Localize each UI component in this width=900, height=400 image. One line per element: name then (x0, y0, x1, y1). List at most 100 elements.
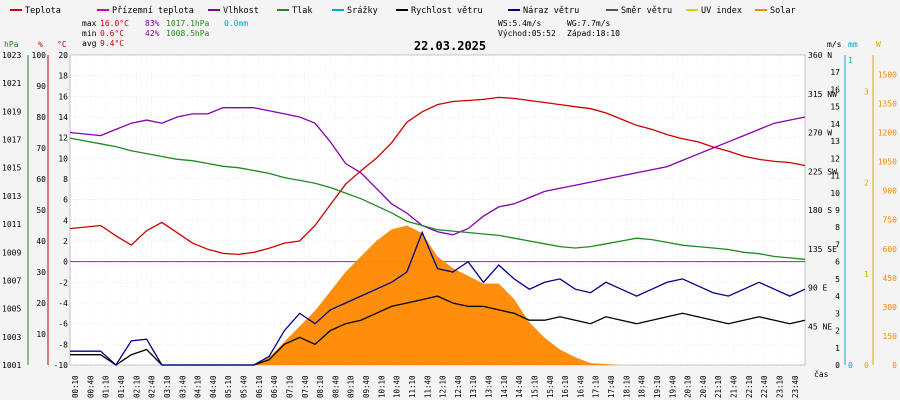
axis-tick-w: 900 (883, 187, 898, 196)
x-axis-label: čas (814, 369, 829, 379)
axis-tick-time: 20:40 (699, 375, 708, 398)
axis-tick-time: 17:10 (592, 375, 601, 398)
axis-tick-time: 04:10 (194, 375, 203, 398)
axis-tick-hpa: 1001 (2, 361, 21, 370)
axis-tick-ms: 1 (835, 344, 840, 353)
axis-tick-pct: 20 (36, 299, 46, 308)
axis-tick-w: 1200 (878, 129, 897, 138)
axis-tick-mm: 1 (848, 56, 853, 65)
axis-tick-ms: 0 (835, 361, 840, 370)
axis-tick-ms: 9 (835, 206, 840, 215)
axis-tick-time: 13:40 (485, 375, 494, 398)
axis-tick-time: 22:10 (745, 375, 754, 398)
axis-tick-c: 16 (58, 92, 68, 101)
axis-tick-time: 16:40 (576, 375, 585, 398)
axis-tick-uv: 3 (864, 87, 869, 96)
axis-tick-ms: 17 (830, 68, 840, 77)
axis-tick-c: -2 (58, 278, 68, 287)
axis-tick-w: 0 (892, 361, 897, 370)
axis-tick-c: -6 (58, 320, 68, 329)
legend-label: Srážky (347, 6, 378, 16)
axis-tick-time: 09:40 (362, 375, 371, 398)
axis-tick-time: 23:10 (775, 375, 784, 398)
axis-tick-pct: 40 (36, 237, 46, 246)
legend-label: Vlhkost (223, 6, 259, 16)
axis-unit-pct: % (38, 40, 43, 49)
axis-tick-c: 6 (63, 196, 68, 205)
axis-tick-time: 03:10 (163, 375, 172, 398)
axis-tick-c: 8 (63, 175, 68, 184)
axis-tick-time: 02:10 (132, 375, 141, 398)
axis-unit-ms: m/s (827, 40, 842, 49)
axis-tick-hpa: 1015 (2, 164, 21, 173)
axis-tick-time: 19:40 (668, 375, 677, 398)
stats-label: avg (82, 39, 97, 48)
stats-humidity: 42% (145, 29, 160, 38)
axis-tick-w: 1350 (878, 99, 897, 108)
axis-tick-time: 12:10 (439, 375, 448, 398)
axis-tick-time: 01:40 (117, 375, 126, 398)
axis-tick-direction: 270 W (808, 129, 832, 138)
axis-tick-w: 600 (883, 245, 898, 254)
axis-tick-ms: 7 (835, 240, 840, 249)
axis-tick-ms: 11 (830, 172, 840, 181)
stats-label: min (82, 29, 97, 38)
series-line-n-raz-v-tru (70, 230, 806, 366)
axis-tick-hpa: 1003 (2, 333, 21, 342)
axis-tick-ms: 5 (835, 275, 840, 284)
solar-area (253, 225, 622, 365)
sunset-info: Západ:18:10 (567, 29, 620, 38)
wind-info: WS:5.4m/s WG:7.7m/s Východ:05:52 Západ:1… (498, 19, 620, 38)
axis-tick-c: 12 (58, 134, 68, 143)
axis-unit-uv: W (876, 40, 881, 49)
axis-tick-pct: 60 (36, 175, 46, 184)
legend-label: UV index (701, 6, 742, 16)
axis-tick-direction: 180 S (808, 206, 832, 215)
axis-tick-direction: 360 N (808, 51, 832, 60)
axis-tick-hpa: 1013 (2, 192, 21, 201)
axis-tick-time: 11:40 (423, 375, 432, 398)
legend-label: Směr větru (621, 6, 672, 16)
axis-tick-time: 16:10 (561, 375, 570, 398)
axis-tick-direction: 135 SE (808, 245, 837, 254)
axis-tick-time: 10:40 (393, 375, 402, 398)
axis-tick-c: -8 (58, 340, 68, 349)
axis-tick-c: 14 (58, 113, 68, 122)
axis-tick-time: 15:10 (530, 375, 539, 398)
stats-temp: 16.0°C (100, 19, 129, 28)
axis-tick-time: 11:10 (408, 375, 417, 398)
axis-tick-hpa: 1023 (2, 51, 21, 60)
legend-label: Teplota (25, 6, 61, 16)
axis-tick-time: 03:40 (178, 375, 187, 398)
axis-tick-pct: 70 (36, 144, 46, 153)
wind-speed-info: WS:5.4m/s (498, 19, 542, 28)
stats-pressure: 1017.1hPa (166, 19, 210, 28)
axis-tick-uv: 0 (864, 361, 869, 370)
axis-tick-c: 0 (63, 258, 68, 267)
axis-unit-mm: mm (848, 40, 858, 49)
axis-tick-hpa: 1019 (2, 107, 21, 116)
axis-tick-time: 18:10 (622, 375, 631, 398)
axis-tick-time: 12:40 (454, 375, 463, 398)
axis-tick-time: 08:10 (316, 375, 325, 398)
axis-tick-time: 07:10 (285, 375, 294, 398)
wind-gust-info: WG:7.7m/s (567, 19, 611, 28)
axis-tick-pct: 30 (36, 268, 46, 277)
legend-label: Rychlost větru (411, 6, 483, 16)
legend: Teplota Přízemní teplota Vlhkost Tlak Srážky… (10, 6, 796, 16)
axis-tick-time: 14:10 (500, 375, 509, 398)
axis-tick-ms: 15 (830, 103, 840, 112)
axis-tick-c: 2 (63, 237, 68, 246)
series-line-tlak (69, 137, 806, 260)
stats-rain: 0.0mm (224, 19, 248, 28)
axis-tick-time: 15:40 (546, 375, 555, 398)
axis-tick-c: -10 (54, 361, 69, 370)
axis-tick-pct: 100 (32, 51, 47, 60)
axis-tick-time: 21:10 (714, 375, 723, 398)
axis-tick-ms: 2 (835, 327, 840, 336)
axis-unit-hpa: hPa (4, 40, 19, 49)
legend-label: Tlak (292, 6, 312, 16)
axis-tick-time: 08:40 (331, 375, 340, 398)
axis-tick-ms: 12 (830, 154, 840, 163)
